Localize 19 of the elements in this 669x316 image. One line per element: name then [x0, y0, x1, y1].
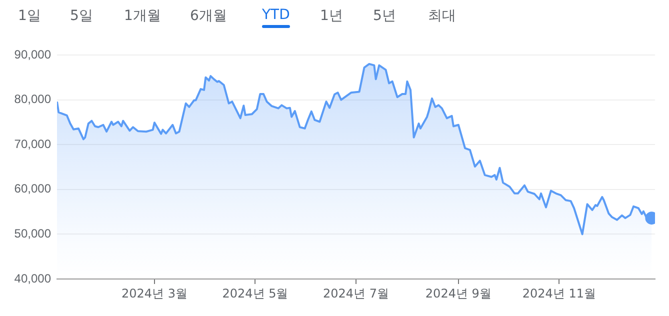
x-tick-label: 2024년 11월 — [522, 286, 596, 300]
y-tick-label: 50,000 — [14, 226, 52, 241]
text: 6개월 — [190, 7, 227, 25]
y-tick-label: 70,000 — [14, 136, 52, 151]
y-tick-label: 60,000 — [14, 182, 52, 196]
text: 5년 — [373, 7, 396, 25]
text: 1년 — [320, 7, 343, 25]
y-tick-label: 40,000 — [14, 271, 52, 286]
text: 1개월 — [124, 7, 161, 25]
text: 최대 — [428, 7, 456, 25]
y-tick-label: 80,000 — [14, 92, 52, 106]
text: YTD — [262, 7, 290, 23]
x-tick-label: 2024년 5월 — [222, 286, 288, 300]
x-tick-label: 2024년 3월 — [121, 286, 188, 300]
text: 5일 — [70, 7, 93, 25]
y-tick-label: 90,000 — [14, 47, 52, 62]
x-tick-label: 2024년 9월 — [425, 286, 492, 300]
x-tick-label: 2024년 7월 — [323, 286, 389, 300]
text: 1일 — [18, 7, 41, 25]
